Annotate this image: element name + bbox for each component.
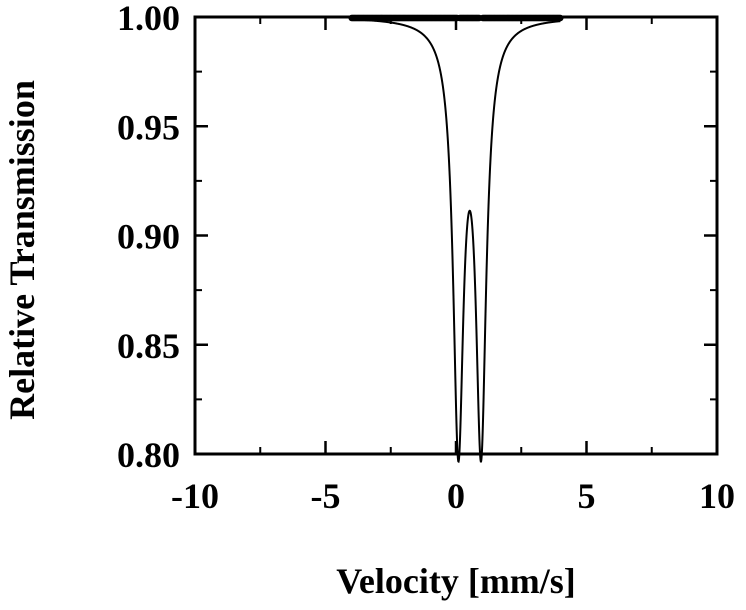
fit-curve-layer — [351, 18, 561, 464]
x-tick-label: 10 — [699, 476, 735, 516]
y-axis-label: Relative Transmission — [2, 80, 42, 420]
y-tick-label: 1.00 — [117, 0, 180, 38]
y-tick-label: 0.90 — [117, 217, 180, 257]
fit-curve — [351, 18, 561, 464]
tick-labels-layer: -10 -5 0 5 10 1.00 0.95 0.90 0.85 0.80 — [117, 0, 735, 516]
x-tick-label: 5 — [578, 476, 596, 516]
x-tick-label: -5 — [311, 476, 341, 516]
x-axis-label: Velocity [mm/s] — [336, 561, 576, 601]
x-tick-label: -10 — [171, 476, 219, 516]
ticks-layer — [193, 15, 719, 456]
y-tick-label: 0.85 — [117, 326, 180, 366]
y-tick-label: 0.95 — [117, 107, 180, 147]
y-tick-label: 0.80 — [117, 435, 180, 475]
x-tick-label: 0 — [447, 476, 465, 516]
